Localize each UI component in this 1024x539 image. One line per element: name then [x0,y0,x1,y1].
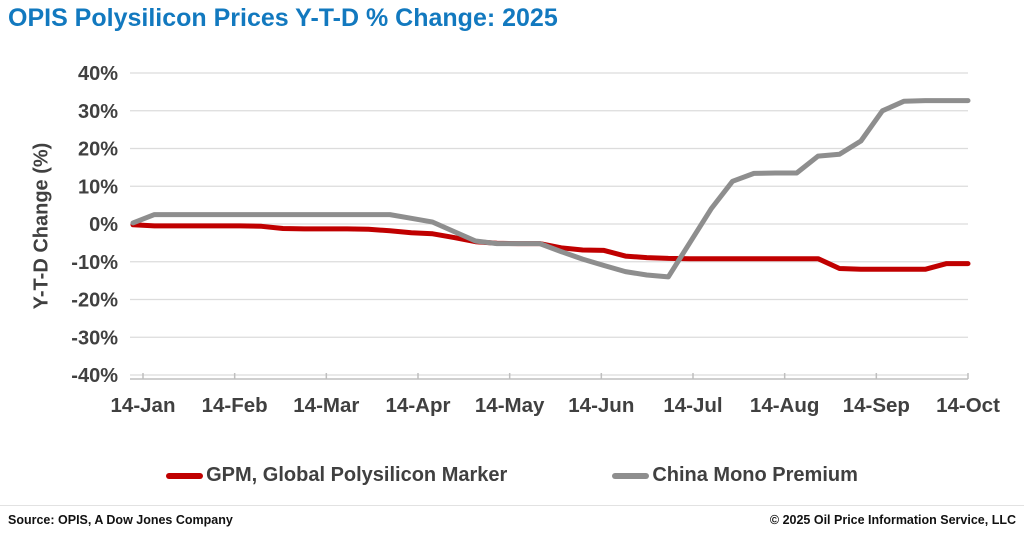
y-tick-label: -20% [71,290,118,312]
page-title: OPIS Polysilicon Prices Y-T-D % Change: … [8,4,558,32]
legend-item-gpm: GPM, Global Polysilicon Marker [166,464,507,487]
x-tick-label: 14-Aug [750,394,819,417]
series-line-china-mono-premium [130,98,971,280]
y-tick-label: -30% [71,327,118,349]
footer: Source: OPIS, A Dow Jones Company © 2025… [0,513,1024,527]
legend: GPM, Global Polysilicon Marker China Mon… [0,464,1024,487]
x-tick-label: 14-Jul [663,394,722,417]
china-mono-premium-line-swatch-icon [612,472,650,479]
x-tick-label: 14-Sep [843,394,910,417]
y-tick-label: -40% [71,365,118,387]
chart-svg: 40% 30% 20% 10% 0% -10% -20% -30% -40% 14-Jan 14-F… [71,63,1000,417]
footer-divider [0,505,1024,506]
y-tick-label: 30% [78,101,118,123]
x-tick-label: 14-May [475,394,545,417]
y-tick-label: 0% [89,214,118,236]
x-tick-label: 14-Feb [202,394,268,417]
x-tick-label: 14-Jan [111,394,176,417]
x-tick-label: 14-Apr [386,394,451,417]
x-tick-label: 14-Jun [568,394,634,417]
y-tick-label: 10% [78,176,118,198]
legend-label-gpm: GPM, Global Polysilicon Marker [206,464,508,486]
x-tick-label: 14-Mar [293,394,359,417]
y-tick-label: 40% [78,63,118,85]
x-tick-label: 14-Oct [936,394,1000,417]
y-tick-label: -10% [71,252,118,274]
legend-item-china-mono-premium: China Mono Premium [612,464,858,487]
legend-label-china-mono-premium: China Mono Premium [652,464,858,486]
copyright-note: © 2025 Oil Price Information Service, LL… [769,513,1016,527]
y-tick-label: 20% [78,139,118,161]
source-note: Source: OPIS, A Dow Jones Company [8,513,233,527]
gpm-line-swatch-icon [166,472,204,479]
